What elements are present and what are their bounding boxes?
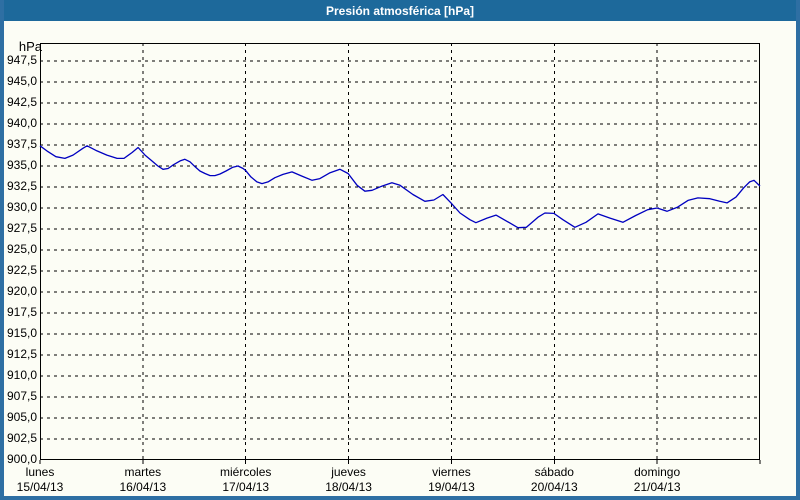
ytick-label-927_5: 927,5 [6,220,37,235]
ytick-label-937_5: 937,5 [6,136,37,151]
day-date-18: 18/04/13 [325,480,372,494]
day-name-21: domingo [634,465,681,479]
day-name-19: viernes [432,465,471,479]
ytick-label-922_5: 922,5 [6,262,37,277]
ytick-label-907_5: 907,5 [6,388,37,403]
ytick-label-915_0: 915,0 [6,325,37,340]
ytick-label-910_0: 910,0 [6,367,37,382]
ytick-label-935_0: 935,0 [6,157,37,172]
day-date-21: 21/04/13 [633,480,681,494]
day-date-15: 15/04/13 [16,480,64,494]
ytick-label-917_5: 917,5 [6,304,37,319]
ytick-label-947_5: 947,5 [6,52,37,67]
day-name-15: lunes [25,465,55,479]
day-name-16: martes [124,465,162,479]
pressure-series-line [39,145,761,229]
ytick-label-912_5: 912,5 [6,346,37,361]
day-date-20: 20/04/13 [530,480,578,494]
day-date-19: 19/04/13 [428,480,475,494]
ytick-label-920_0: 920,0 [6,283,37,298]
day-name-18: jueves [331,465,366,479]
ytick-label-940_0: 940,0 [6,115,37,130]
ytick-label-932_5: 932,5 [6,178,37,193]
ytick-label-930_0: 930,0 [6,199,37,214]
ytick-label-900_0: 900,0 [6,452,37,466]
pressure-line-chart [39,43,761,464]
day-name-20: sábado [534,465,574,479]
ytick-label-942_5: 942,5 [6,94,37,109]
panel-title: Presión atmosférica [hPa] [325,3,475,18]
ytick-label-945_0: 945,0 [6,73,37,88]
y-axis-unit-label: hPa [18,39,42,54]
ytick-label-905_0: 905,0 [6,409,37,424]
pressure-chart-plot-area [39,43,761,464]
ytick-label-902_5: 902,5 [6,430,37,445]
day-date-16: 16/04/13 [119,480,167,494]
ytick-label-925_0: 925,0 [6,241,37,256]
day-date-17: 17/04/13 [222,480,270,494]
panel-title-bar: Presión atmosférica [hPa] [4,0,796,21]
day-name-17: miércoles [220,465,272,479]
